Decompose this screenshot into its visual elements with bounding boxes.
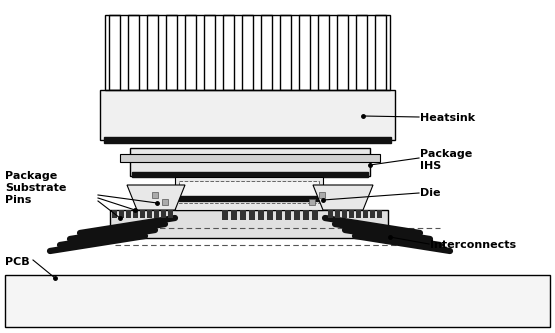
Bar — [130, 148, 370, 176]
Bar — [318, 15, 329, 90]
Bar — [5, 275, 550, 327]
Bar — [120, 154, 380, 162]
Bar — [162, 199, 168, 205]
Bar — [147, 15, 158, 90]
Bar — [179, 181, 319, 203]
Bar — [294, 210, 300, 220]
Bar — [104, 137, 391, 143]
Bar — [356, 15, 367, 90]
Bar — [179, 196, 319, 201]
Bar — [375, 15, 386, 90]
Bar — [119, 210, 124, 218]
Bar — [160, 210, 165, 218]
Bar — [303, 210, 309, 220]
Bar — [362, 210, 367, 218]
Bar — [327, 210, 332, 218]
Text: Heatsink: Heatsink — [420, 113, 475, 123]
Bar — [222, 210, 228, 220]
Polygon shape — [313, 185, 373, 210]
Bar — [223, 15, 234, 90]
Bar — [152, 192, 158, 198]
Bar — [147, 210, 152, 218]
Text: Interconnects: Interconnects — [430, 240, 516, 250]
Text: Package
Substrate
Pins: Package Substrate Pins — [5, 171, 67, 204]
Bar — [109, 15, 120, 90]
Bar — [249, 210, 255, 220]
Bar — [240, 210, 246, 220]
Bar — [319, 192, 325, 198]
Polygon shape — [127, 185, 185, 210]
Text: Die: Die — [420, 188, 441, 198]
Bar — [312, 210, 318, 220]
Bar — [341, 210, 346, 218]
Bar — [276, 210, 282, 220]
Bar — [337, 15, 348, 90]
Bar — [125, 210, 130, 218]
Bar — [133, 210, 138, 218]
Bar — [112, 210, 117, 218]
Bar — [110, 210, 388, 238]
Bar — [231, 210, 237, 220]
Text: Package
IHS: Package IHS — [420, 149, 472, 171]
Bar — [335, 210, 340, 218]
Bar — [258, 210, 264, 220]
Bar — [128, 15, 139, 90]
Bar — [100, 90, 395, 140]
Bar — [175, 177, 323, 210]
Bar — [204, 15, 215, 90]
Bar — [267, 210, 273, 220]
Bar — [105, 15, 390, 90]
Bar — [376, 210, 381, 218]
Bar — [370, 210, 375, 218]
Bar — [356, 210, 361, 218]
Bar — [243, 15, 253, 90]
Bar — [309, 199, 315, 205]
Bar — [139, 210, 144, 218]
Bar — [166, 15, 176, 90]
Bar — [285, 210, 291, 220]
Bar — [168, 210, 173, 218]
Bar — [349, 210, 354, 218]
Text: PCB: PCB — [5, 257, 29, 267]
Bar — [261, 15, 272, 90]
Bar — [299, 15, 310, 90]
Bar — [154, 210, 159, 218]
Bar — [185, 15, 196, 90]
Bar — [132, 172, 368, 177]
Bar — [280, 15, 291, 90]
